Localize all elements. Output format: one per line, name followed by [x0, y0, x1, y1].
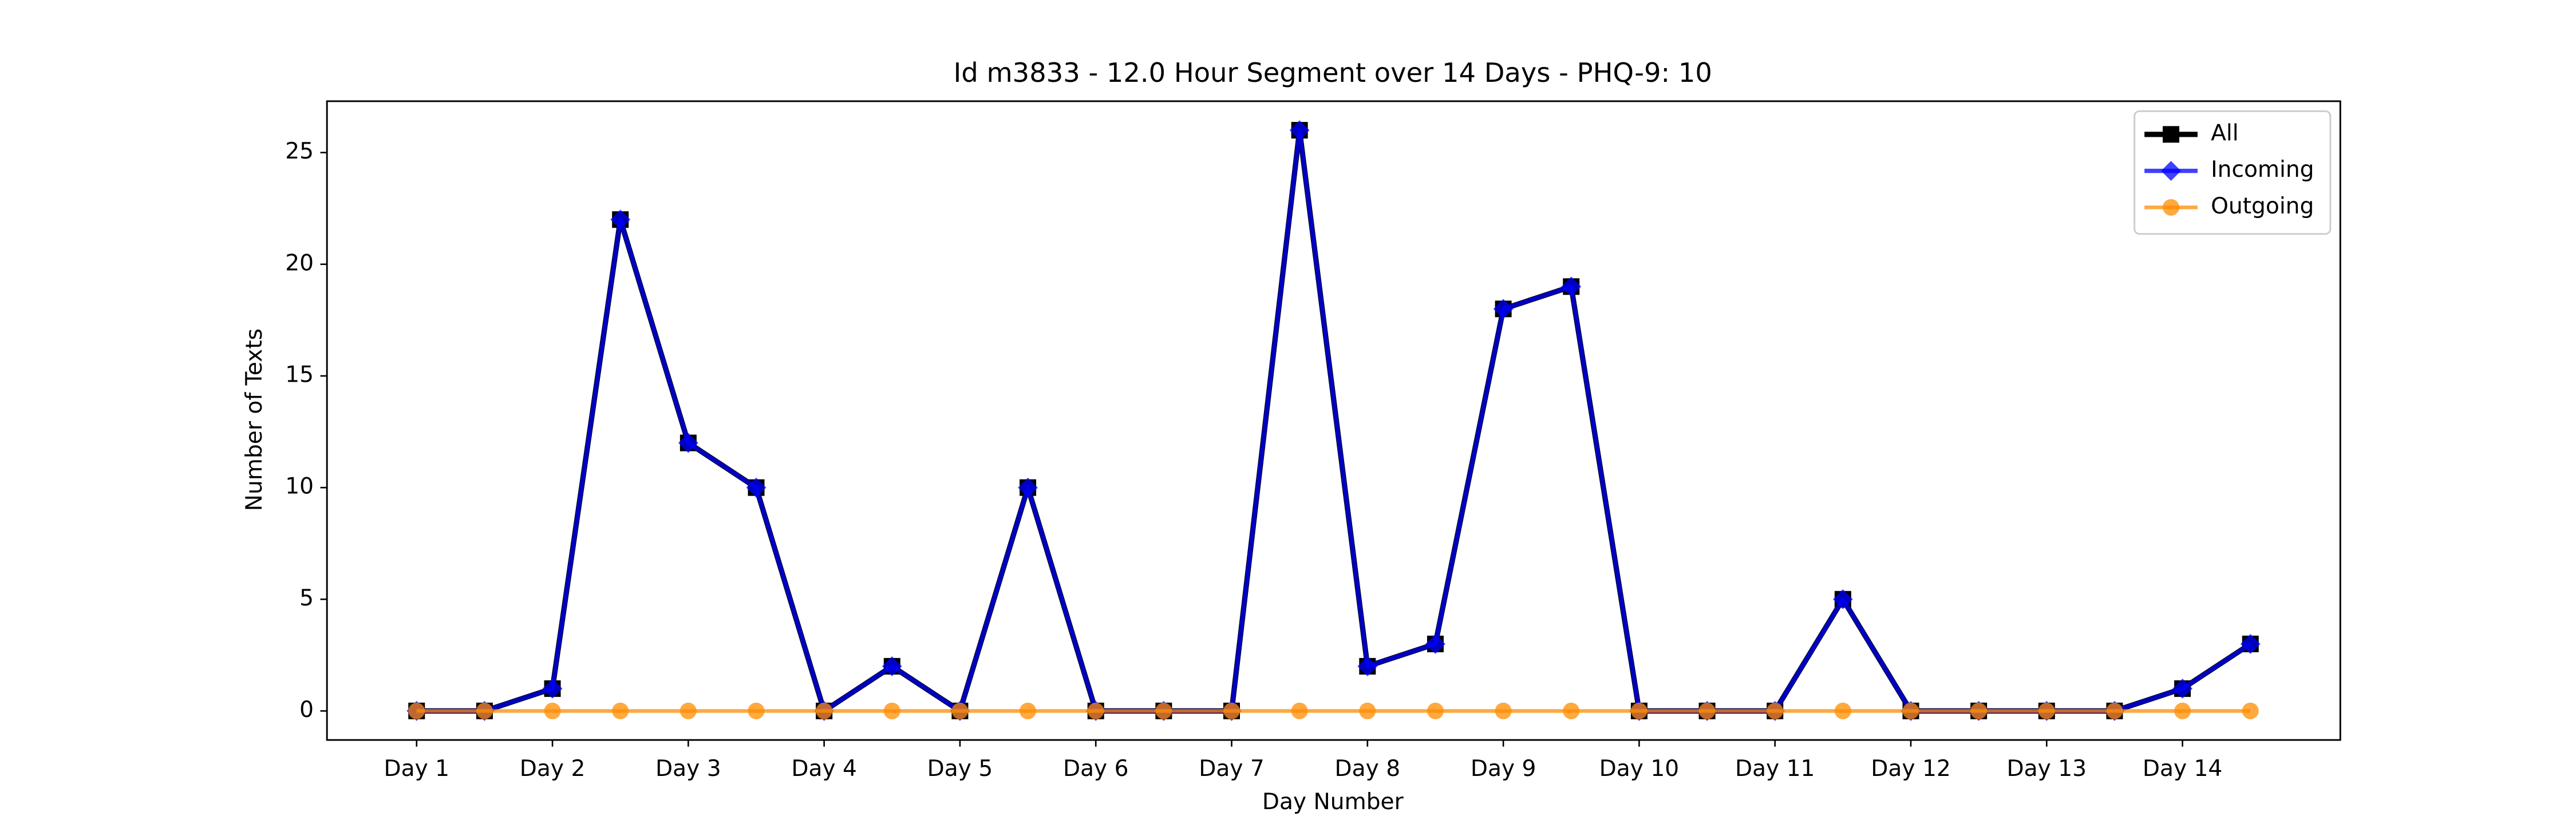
marker	[1155, 702, 1172, 719]
marker	[2242, 702, 2259, 719]
x-tick-label: Day 12	[1871, 756, 1950, 782]
marker	[678, 433, 698, 453]
plot-frame	[326, 100, 2341, 741]
marker	[1495, 702, 1512, 719]
y-axis-label: Number of Texts	[242, 328, 267, 511]
legend-label: Incoming	[2211, 157, 2314, 183]
x-tick-label: Day 7	[1199, 756, 1265, 782]
marker	[1427, 702, 1444, 719]
marker	[1698, 702, 1716, 719]
x-tick-label: Day 8	[1335, 756, 1401, 782]
x-tick-label: Day 1	[384, 756, 449, 782]
x-tick-label: Day 2	[520, 756, 586, 782]
marker	[1291, 702, 1308, 719]
x-tick-label: Day 3	[655, 756, 721, 782]
marker	[883, 702, 900, 719]
marker	[1563, 702, 1580, 719]
legend-box	[2134, 110, 2332, 235]
marker	[1767, 702, 1784, 719]
marker	[2240, 633, 2261, 654]
marker	[1359, 702, 1376, 719]
legend: All Incoming Outgoing	[2134, 110, 2332, 235]
marker	[2163, 199, 2180, 216]
legend-label: All	[2211, 120, 2239, 146]
x-axis-label: Day Number	[1262, 789, 1404, 815]
marker	[1087, 702, 1104, 719]
chart-title: Id m3833 - 12.0 Hour Segment over 14 Day…	[954, 57, 1712, 88]
marker	[1832, 589, 1853, 609]
y-tick-label: 15	[285, 362, 314, 387]
marker	[612, 702, 629, 719]
legend-label: Outgoing	[2211, 193, 2314, 219]
y-tick-label: 0	[299, 697, 314, 723]
marker	[2163, 126, 2180, 143]
series-line	[416, 128, 2252, 714]
marker	[1834, 702, 1851, 719]
marker	[2174, 702, 2191, 719]
marker	[1970, 702, 1988, 719]
marker	[882, 656, 902, 676]
series-line	[416, 127, 2252, 714]
x-tick-label: Day 13	[2007, 756, 2087, 782]
x-tick-label: Day 14	[2143, 756, 2222, 782]
marker	[408, 702, 425, 719]
marker	[748, 702, 765, 719]
x-tick-label: Day 4	[791, 756, 857, 782]
marker	[2106, 702, 2123, 719]
x-tick-label: Day 9	[1471, 756, 1536, 782]
marker	[1020, 702, 1037, 719]
y-tick-label: 25	[285, 138, 314, 164]
x-tick-label: Day 11	[1735, 756, 1815, 782]
marker	[1357, 656, 1378, 676]
marker	[1425, 633, 1445, 654]
marker	[2161, 161, 2181, 181]
y-tick-label: 10	[285, 474, 314, 500]
marker	[1018, 477, 1038, 498]
marker	[951, 702, 969, 719]
marker	[476, 702, 493, 719]
marker	[544, 702, 561, 719]
marker	[1561, 276, 1582, 297]
marker	[746, 477, 767, 498]
y-tick-label: 20	[285, 250, 314, 276]
marker	[1223, 702, 1240, 719]
marker	[2038, 702, 2055, 719]
marker	[542, 679, 563, 699]
x-tick-label: Day 6	[1063, 756, 1129, 782]
marker	[1902, 702, 1919, 719]
marker	[1630, 702, 1647, 719]
marker	[816, 702, 833, 719]
marker	[1289, 120, 1310, 141]
x-tick-label: Day 5	[927, 756, 993, 782]
x-tick-label: Day 10	[1599, 756, 1679, 782]
marker	[679, 702, 697, 719]
y-tick-label: 5	[299, 585, 314, 611]
marker	[610, 209, 631, 230]
marker	[2172, 679, 2192, 699]
